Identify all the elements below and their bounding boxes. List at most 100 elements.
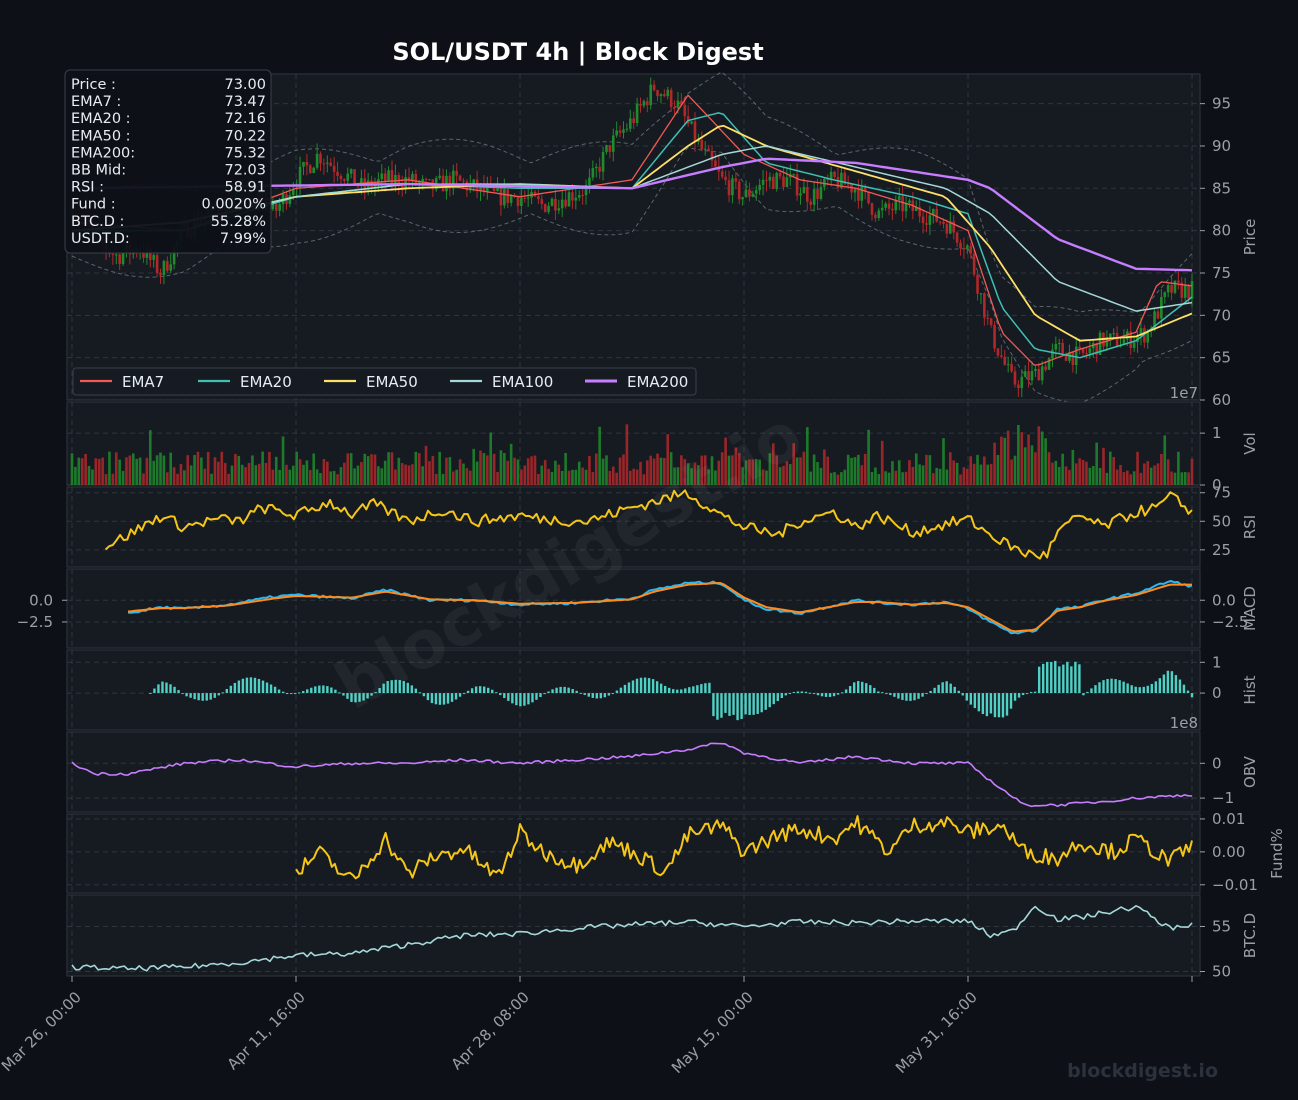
series-line-btcd [71,905,1193,972]
histogram-bar [1130,685,1133,694]
volume-bar [884,471,887,485]
histogram-bar [1017,693,1021,698]
volume-bar [1108,451,1112,485]
histogram-bar [322,685,325,694]
candle-body [785,177,789,188]
candle-body [111,253,115,255]
candle-body [598,166,601,172]
info-box-frame [64,69,272,254]
histogram-bar [495,692,498,694]
volume-bar [942,438,945,485]
candle-body [659,94,663,97]
histogram-bar [1190,693,1194,698]
candle-body [1112,333,1116,335]
histogram-bar [1114,679,1117,694]
histogram-bar [491,689,494,694]
histogram-bar [181,693,184,695]
candle-body [496,187,499,192]
histogram-bar [523,693,526,706]
candle-body [543,204,547,212]
info-row-value: 58.91 [224,180,266,196]
info-row-label: USDT.D: [71,231,130,247]
volume-bar [867,429,870,485]
candle-body [1000,355,1003,357]
volume-bar [584,469,588,485]
volume-bar [948,452,952,485]
volume-bar [206,451,210,485]
histogram-bar [422,693,426,697]
histogram-bar [997,693,1001,718]
candle-body [373,183,377,189]
volume-bar [966,468,969,485]
candle-body [339,175,343,180]
volume-bar [74,466,77,485]
volume-bar [366,456,370,485]
volume-bar [302,464,305,485]
volume-bar [1105,472,1109,485]
volume-bar [77,457,81,485]
candle-body [608,145,612,152]
candle-body [724,176,727,181]
candle-body [537,196,540,200]
volume-bar [87,465,91,485]
volume-bar [503,453,506,485]
candle-body [877,210,881,219]
histogram-bar [474,686,478,694]
candle-body [1085,352,1088,354]
volume-bar [969,456,973,485]
volume-bar [1166,459,1170,485]
volume-bar [894,470,898,485]
volume-bar [285,464,288,485]
volume-bar [615,472,618,485]
candle-body [414,173,418,185]
panel-hist: 0 1 Hist 1e8 [66,649,1259,732]
histogram-bar [446,693,450,704]
histogram-bar [756,693,759,714]
candle-body [1129,331,1133,348]
candle-body [1020,376,1024,389]
histogram-bar [643,677,647,694]
volume-bar [142,473,145,485]
candle-body [169,264,173,271]
candle-body [833,171,836,177]
histogram-bar [680,689,683,694]
histogram-bar [1013,693,1017,701]
histogram-bar [973,693,977,709]
histogram-bar [559,686,562,694]
candle-body [499,187,503,206]
y-tick-label: −1 [1212,789,1234,807]
candle-body [394,175,397,184]
candle-body [656,90,659,97]
histogram-bar [426,693,430,701]
candle-body [516,197,520,207]
candle-body [428,178,431,180]
volume-bar [240,464,244,485]
candle-body [836,176,840,188]
volume-bar [434,473,438,485]
histogram-bar [1094,685,1097,694]
candle-body [1023,371,1027,377]
volume-bar [594,453,598,485]
volume-bar [1180,472,1184,485]
volume-bar [986,464,990,485]
candle-body [1122,339,1126,345]
info-row-label: BTC.D : [71,214,124,230]
histogram-bar [293,693,297,695]
histogram-bar [945,681,948,694]
histogram-bar [414,688,418,694]
volume-bar [489,432,493,485]
histogram-bar [676,689,679,694]
volume-bar [1037,426,1041,485]
candle-body [1166,285,1170,293]
volume-bar [853,457,857,485]
candle-body [343,179,346,181]
volume-bar [169,452,173,485]
histogram-bar [865,683,868,694]
histogram-bar [410,685,414,694]
volume-bar [768,453,772,485]
histogram-bar [788,693,792,695]
candle-body [560,199,564,209]
histogram-bar [720,693,723,718]
histogram-bar [603,693,607,698]
volume-bar [424,445,428,485]
